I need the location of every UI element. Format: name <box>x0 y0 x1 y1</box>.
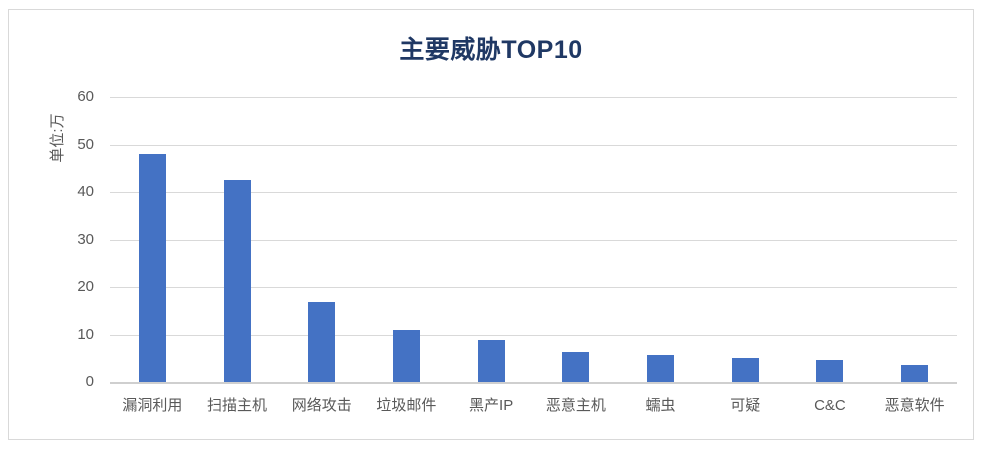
bar <box>731 357 759 382</box>
x-category-label: 网络攻击 <box>291 397 352 414</box>
bar <box>901 365 929 382</box>
y-gridline <box>110 239 957 241</box>
bar <box>562 351 590 382</box>
y-gridline <box>110 287 957 288</box>
bar <box>392 329 420 382</box>
y-tick-label: 20 <box>77 278 94 295</box>
x-category-label: 可疑 <box>730 397 761 414</box>
x-category-label: 恶意软件 <box>884 397 945 414</box>
y-tick-label: 40 <box>77 183 94 200</box>
x-category-label: 黑产IP <box>469 397 514 414</box>
y-gridline <box>110 334 957 336</box>
x-category-label: 垃圾邮件 <box>376 397 437 414</box>
x-category-label: C&C <box>814 397 846 414</box>
bar <box>223 180 251 382</box>
bar <box>816 359 844 382</box>
bar <box>138 154 166 382</box>
y-tick-label: 0 <box>85 373 94 390</box>
y-tick-label: 10 <box>77 325 94 343</box>
y-tick-label: 30 <box>77 230 94 248</box>
chart-title: 主要威胁TOP10 <box>399 36 583 64</box>
y-tick-label: 60 <box>77 88 94 105</box>
bar <box>477 339 505 382</box>
x-category-label: 扫描主机 <box>207 397 268 414</box>
y-tick-label: 50 <box>77 135 94 153</box>
x-category-label: 漏洞利用 <box>122 397 183 414</box>
y-gridline <box>110 144 957 146</box>
y-gridline <box>110 97 957 98</box>
x-category-label: 恶意主机 <box>545 397 606 414</box>
y-gridline <box>110 192 957 193</box>
chart-card: 主要威胁TOP10 单位:万 0 10 20 30 40 50 60 漏洞利用 扫描主机 网络攻击… <box>8 9 974 440</box>
x-category-label: 蠕虫 <box>645 397 676 414</box>
bar <box>647 355 675 382</box>
x-axis-line <box>110 382 957 384</box>
bar <box>308 302 336 382</box>
